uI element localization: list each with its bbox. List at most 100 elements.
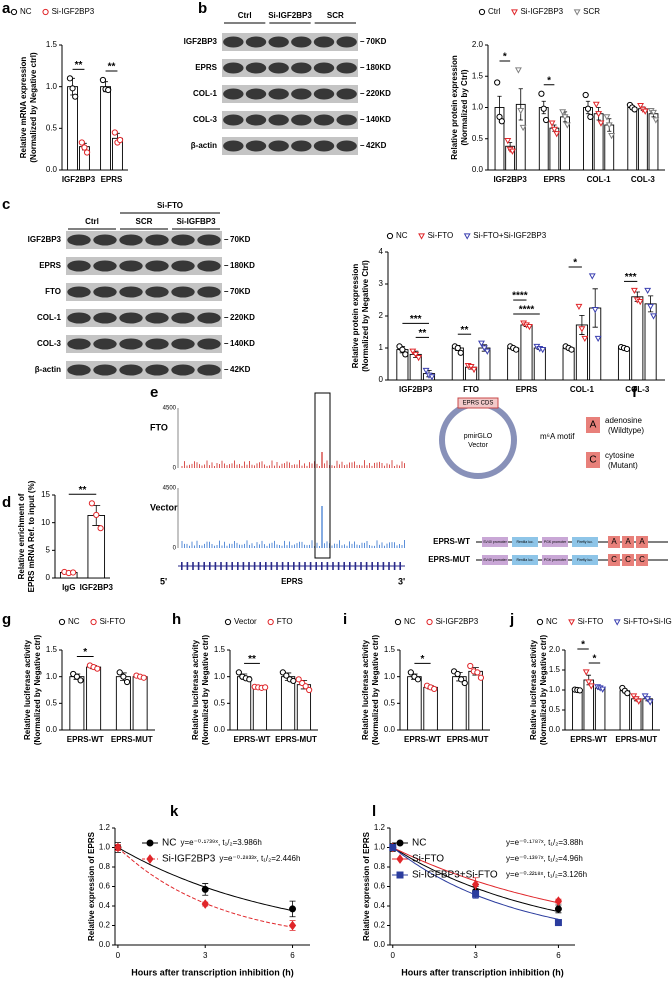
blot-band [93,286,117,298]
marker [81,144,88,151]
y-tick-label: 2.0 [472,40,484,49]
exon [231,562,233,570]
marker [290,677,297,685]
marker [650,313,657,320]
marker [114,842,122,853]
blot-band [223,62,244,74]
legend-label: NC [68,617,80,626]
marker [540,105,547,112]
y-axis-label: (Normalized by Negative ctrl) [201,635,210,746]
base-cell-label: A [639,537,645,546]
x-tick-label: 6 [290,951,295,960]
x-tick-label: 0 [391,951,396,960]
marker [83,149,91,156]
marker [414,676,422,683]
y-tick-label: 1.2 [99,823,111,832]
marker [652,117,660,124]
marker [542,116,550,124]
element-label: Firefly luc. [577,540,593,544]
base-box [586,452,600,468]
blot-band [93,234,117,246]
blot-band [268,140,289,152]
marker [289,905,297,913]
bar [423,686,438,731]
fit-label: y=e⁻⁰·¹⁷⁸⁷ˣ, t₁/₂=3.88h [506,838,583,847]
marker [224,618,232,626]
marker [498,118,505,125]
marker [594,335,602,343]
marker [399,346,406,353]
row-label: COL-3 [193,115,218,124]
marker [99,76,107,84]
track-max: 4500 [163,406,177,412]
marker [389,844,397,851]
marker [478,8,486,16]
marker [630,287,638,295]
blot-band [171,312,195,324]
exon [371,562,373,570]
legend-label: NC [412,838,426,849]
column-label: SCR [136,217,153,226]
y-tick-label: 0.5 [384,698,396,707]
category-label: EPRS [101,175,123,184]
blot-band [119,364,143,376]
marker [585,679,593,686]
y-axis-label: Relative protein expression [450,55,459,160]
marker [587,683,595,690]
blot-band [93,364,117,376]
category-label: EPRS [543,175,565,184]
y-tick-label: 1.0 [472,103,484,112]
y-tick-label: 1 [379,343,384,352]
marker [94,665,101,672]
blot-band [336,62,357,74]
exon [259,562,261,570]
bar [100,86,111,171]
marker [554,905,562,913]
panel-letter: g [2,611,11,628]
y-tick-label: 5 [46,545,51,554]
bar [507,347,520,381]
marker [474,669,481,676]
panel-letter: c [2,196,10,213]
category-label: EPRS [516,385,538,394]
marker [235,669,242,676]
exon [281,562,284,570]
y-tick-label: 0.2 [99,921,111,930]
construct-element [572,537,598,547]
fit-label: y=e⁻⁰·²²¹⁸ˣ, t₁/₂=3.126h [506,870,587,879]
marker [561,114,569,121]
marker [539,347,547,354]
blot-band [67,234,91,246]
blot-band [245,62,267,74]
blot-band [145,260,169,272]
marker [93,511,100,519]
element-label: Firefly luc. [577,558,593,562]
y-axis-label: (Normalized by Negative ctrl) [539,635,548,746]
blot-band [245,88,267,100]
y-axis-label: Relative enrichment of [17,493,26,579]
bar [533,347,546,381]
marker [422,367,430,375]
marker [461,679,468,687]
size-label: 70KD [366,37,387,46]
marker [568,346,575,353]
marker [554,896,563,906]
base-label: A [590,420,597,431]
significance-label: ** [79,485,87,496]
y-tick-label: 1.5 [472,71,484,80]
bar [617,347,631,381]
exon [360,562,362,570]
significance-label: *** [625,272,637,283]
marker [246,676,253,683]
blot-band [313,140,335,152]
blot-band [171,286,195,298]
blot-band [313,62,335,74]
size-label: 42KD [230,365,251,374]
track-label: Vector [150,502,178,512]
blot-band [336,140,357,152]
bar [252,686,268,731]
category-label: COL-3 [625,385,650,394]
construct-element [482,555,508,565]
blot-band [336,88,357,100]
row-label: COL-1 [37,313,62,322]
